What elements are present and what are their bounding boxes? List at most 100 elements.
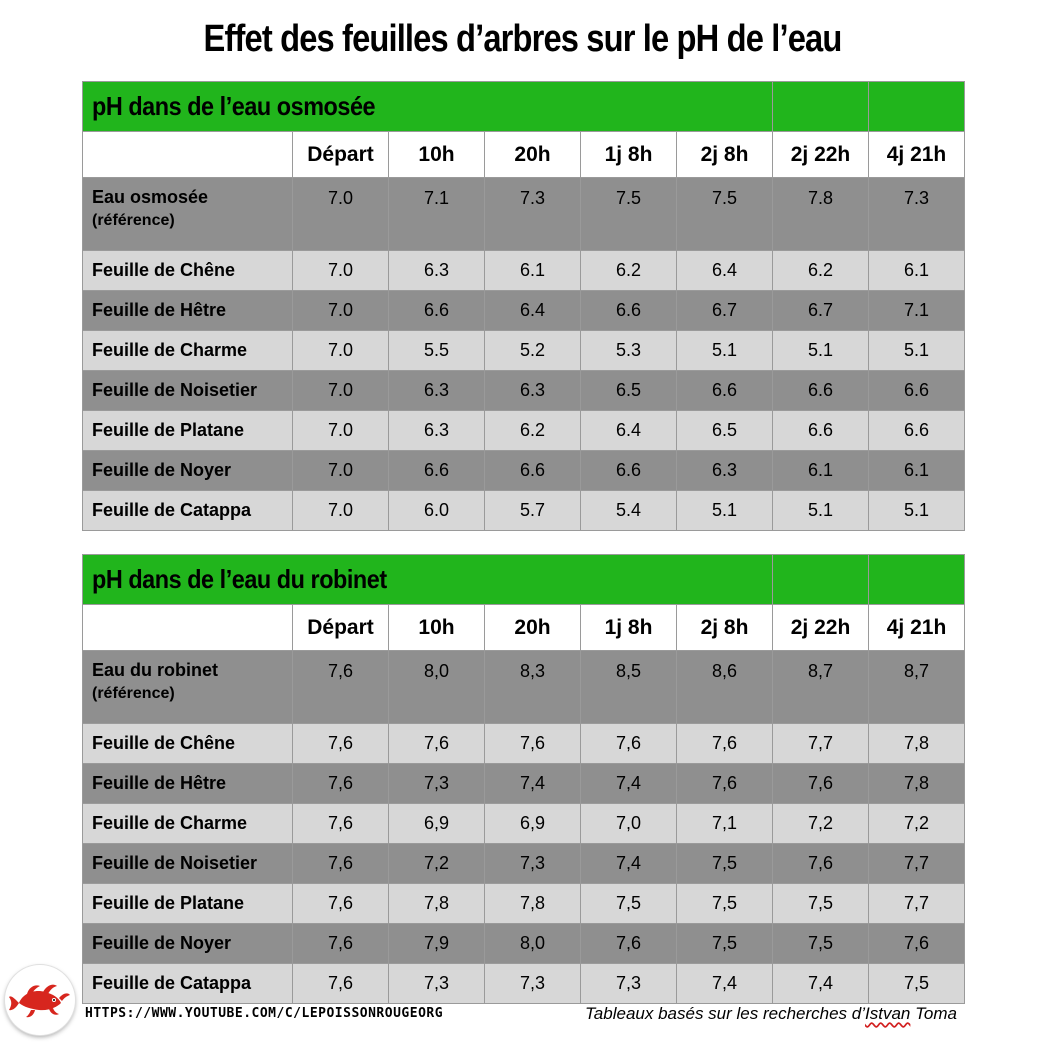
table-cell: 7,6 xyxy=(580,723,677,764)
column-header: 20h xyxy=(484,131,581,178)
table-cell: 7.5 xyxy=(676,177,773,251)
table-cell: 7.5 xyxy=(580,177,677,251)
table-body: Feuille de Chêne 7.0 6.3 6.1 6.2 6.4 6.2 6.1 Feu… xyxy=(82,250,965,531)
row-label: Feuille de Catappa xyxy=(82,963,293,1004)
page-title: Effet des feuilles d’arbres sur le pH de… xyxy=(203,18,843,60)
table-cell: 6,9 xyxy=(484,803,581,844)
reference-row: Eau osmosée (référence) 7.0 7.1 7.3 7.5 7… xyxy=(82,177,965,251)
table-cell: 5.4 xyxy=(580,490,677,531)
ph-table-tap-water: pH dans de l’eau du robinet Départ 10h 2… xyxy=(81,554,966,1004)
table-row: Feuille de Charme 7.0 5.5 5.2 5.3 5.1 5.1 5.1 xyxy=(82,330,965,371)
table-cell: 7,6 xyxy=(292,763,389,804)
table-cell: 6.6 xyxy=(676,370,773,411)
row-label: Eau du robinet (référence) xyxy=(82,650,293,724)
row-label: Eau osmosée (référence) xyxy=(82,177,293,251)
table-cell: 6.0 xyxy=(388,490,485,531)
table-cell: 6.1 xyxy=(868,450,965,491)
table-cell: 6.3 xyxy=(484,370,581,411)
column-header: 4j 21h xyxy=(868,131,965,178)
table-cell: 7,2 xyxy=(388,843,485,884)
table-row: Feuille de Noyer 7,6 7,9 8,0 7,6 7,5 7,5 7,6 xyxy=(82,923,966,964)
table-cell: 7,6 xyxy=(292,843,389,884)
table-cell: 6.4 xyxy=(484,290,581,331)
table-cell: 7.0 xyxy=(292,450,389,491)
table-cell: 6.2 xyxy=(580,250,677,291)
credit-name-first: Istvan xyxy=(865,1004,911,1023)
table-cell: 7,5 xyxy=(580,883,677,924)
table-body: Feuille de Chêne 7,6 7,6 7,6 7,6 7,6 7,7 7,8 Feu… xyxy=(82,723,966,1004)
table-cell: 8,7 xyxy=(772,650,870,724)
row-sublabel: (référence) xyxy=(92,212,175,229)
table-cell: 7,6 xyxy=(675,763,774,804)
table-cell: 5.1 xyxy=(676,490,773,531)
table-cell: 7.0 xyxy=(292,177,389,251)
column-header: 10h xyxy=(388,131,485,178)
table-cell: 7.0 xyxy=(292,370,389,411)
table-cell: 7,8 xyxy=(484,883,581,924)
column-header: 10h xyxy=(388,604,485,651)
table-row: Feuille de Noisetier 7,6 7,2 7,3 7,4 7,5 7,6 7,… xyxy=(82,843,966,884)
table-cell: 6.6 xyxy=(868,370,965,411)
table-row: Feuille de Catappa 7.0 6.0 5.7 5.4 5.1 5.1 5.1 xyxy=(82,490,965,531)
table-row: Feuille de Noyer 7.0 6.6 6.6 6.6 6.3 6.1 6.1 xyxy=(82,450,965,491)
table-cell: 7,5 xyxy=(675,883,774,924)
table-cell: 6.6 xyxy=(388,450,485,491)
table-cell: 7,2 xyxy=(772,803,870,844)
table-cell: 7,4 xyxy=(580,843,677,884)
table-cell: 6.3 xyxy=(388,370,485,411)
table-cell: 7,8 xyxy=(868,763,966,804)
table-cell: 7,5 xyxy=(772,883,870,924)
table-cell: 5.1 xyxy=(868,490,965,531)
row-label: Feuille de Platane xyxy=(82,410,293,451)
table-cell: 7,5 xyxy=(675,923,774,964)
table-cell: 5.1 xyxy=(868,330,965,371)
table-cell: 6.6 xyxy=(868,410,965,451)
table-cell: 7,3 xyxy=(484,963,581,1004)
column-header: 1j 8h xyxy=(580,131,677,178)
table-cell: 8,3 xyxy=(484,650,581,724)
row-label: Feuille de Noyer xyxy=(82,923,293,964)
column-header: 2j 22h xyxy=(772,131,869,178)
column-header: 20h xyxy=(484,604,581,651)
section-header-cell xyxy=(772,554,870,605)
table-row: Feuille de Chêne 7.0 6.3 6.1 6.2 6.4 6.2 6.1 xyxy=(82,250,965,291)
table-cell: 7,5 xyxy=(772,923,870,964)
column-header: 2j 22h xyxy=(772,604,870,651)
table-cell: 8,5 xyxy=(580,650,677,724)
table-cell: 7,7 xyxy=(772,723,870,764)
table-cell: 7,5 xyxy=(675,843,774,884)
table-cell: 7.1 xyxy=(868,290,965,331)
table-row: Feuille de Charme 7,6 6,9 6,9 7,0 7,1 7,2 7,2 xyxy=(82,803,966,844)
table-cell: 7,4 xyxy=(484,763,581,804)
row-label: Feuille de Hêtre xyxy=(82,290,293,331)
column-header-empty xyxy=(82,131,293,178)
section-header: pH dans de l’eau osmosée xyxy=(82,81,965,132)
table-row: Feuille de Catappa 7,6 7,3 7,3 7,3 7,4 7,4 7,5 xyxy=(82,963,966,1004)
table-cell: 6.3 xyxy=(388,250,485,291)
table-cell: 7,6 xyxy=(484,723,581,764)
table-row: Feuille de Platane 7.0 6.3 6.2 6.4 6.5 6.6 6.6 xyxy=(82,410,965,451)
youtube-url: HTTPS://WWW.YOUTUBE.COM/C/LEPOISSONROUGE… xyxy=(85,1006,444,1021)
table-cell: 6.1 xyxy=(484,250,581,291)
table-cell: 7,6 xyxy=(675,723,774,764)
table-cell: 8,0 xyxy=(388,650,485,724)
table-row: Feuille de Noisetier 7.0 6.3 6.3 6.5 6.6 6.6 6.… xyxy=(82,370,965,411)
column-header: 2j 8h xyxy=(676,131,773,178)
table-cell: 7,3 xyxy=(484,843,581,884)
table-cell: 6.6 xyxy=(580,290,677,331)
table-cell: 7,5 xyxy=(868,963,966,1004)
column-header-row: Départ 10h 20h 1j 8h 2j 8h 2j 22h 4j 21h xyxy=(82,131,965,178)
table-cell: 7,6 xyxy=(292,883,389,924)
table-cell: 7,7 xyxy=(868,883,966,924)
section-title: pH dans de l’eau du robinet xyxy=(92,564,387,594)
table-cell: 7,6 xyxy=(292,650,389,724)
table-cell: 7,4 xyxy=(580,763,677,804)
table-cell: 8,0 xyxy=(484,923,581,964)
table-cell: 7,9 xyxy=(388,923,485,964)
table-cell: 7.3 xyxy=(868,177,965,251)
table-cell: 7,6 xyxy=(292,963,389,1004)
table-cell: 6.1 xyxy=(868,250,965,291)
table-cell: 6,9 xyxy=(388,803,485,844)
table-cell: 6.3 xyxy=(388,410,485,451)
red-fish-logo-icon xyxy=(5,965,75,1035)
